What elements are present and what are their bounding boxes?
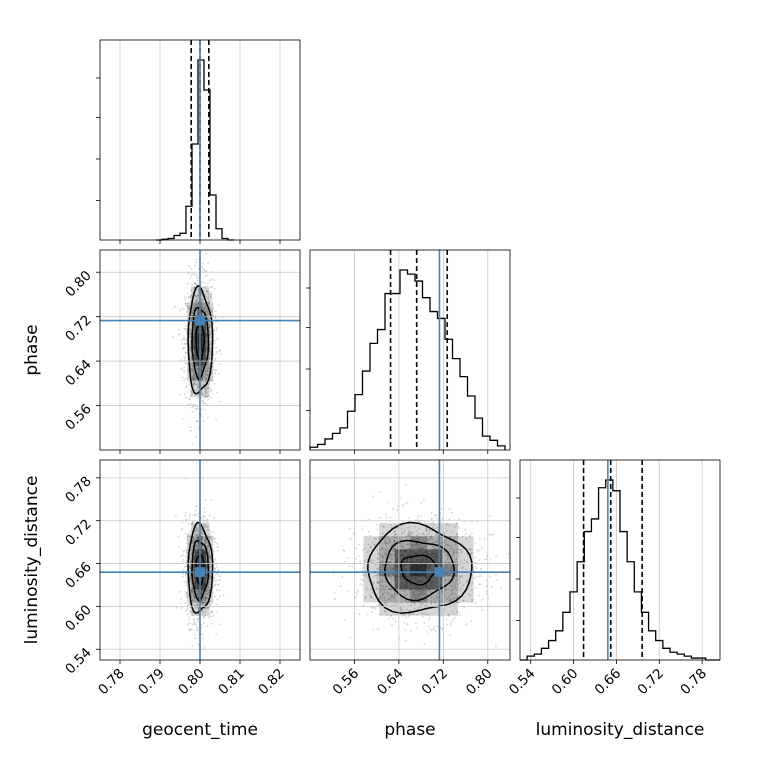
y-tick-label-luminosity_distance: 0.60 <box>62 602 95 635</box>
y-axis-title-luminosity_distance: luminosity_distance <box>22 476 42 645</box>
density-panel-phase-luminosity_distance <box>309 459 511 661</box>
y-tick-label-luminosity_distance: 0.72 <box>62 516 95 549</box>
y-tick-label-luminosity_distance: 0.78 <box>62 473 95 506</box>
x-tick-label-luminosity_distance: 0.54 <box>506 666 539 699</box>
panel-frame <box>309 459 511 661</box>
x-tick-label-phase: 0.80 <box>463 666 496 699</box>
x-tick-label-luminosity_distance: 0.60 <box>549 666 582 699</box>
x-tick-label-luminosity_distance: 0.66 <box>592 666 625 699</box>
contour-1 <box>191 539 210 602</box>
histogram-panel-luminosity_distance <box>516 459 721 661</box>
x-tick-label-luminosity_distance: 0.72 <box>635 666 668 699</box>
x-axis-title-luminosity_distance: luminosity_distance <box>536 720 705 740</box>
panel-frame <box>519 459 721 661</box>
x-tick-label-geocent_time: 0.80 <box>175 666 208 699</box>
histogram-panel-geocent_time <box>96 39 301 241</box>
histogram-step-geocent_time <box>156 59 234 241</box>
contour-0 <box>400 554 438 586</box>
contour-2 <box>187 284 214 395</box>
x-tick-label-geocent_time: 0.79 <box>135 666 168 699</box>
contour-1 <box>384 539 455 602</box>
histogram-panel-phase <box>306 249 511 451</box>
x-tick-label-phase: 0.56 <box>330 666 363 699</box>
contour-2 <box>187 521 214 615</box>
density-panel-geocent_time-luminosity_distance <box>99 459 301 661</box>
y-tick-label-luminosity_distance: 0.66 <box>62 559 95 592</box>
truth-marker <box>434 567 445 578</box>
x-tick-label-phase: 0.72 <box>419 666 452 699</box>
panel-frame <box>309 249 511 451</box>
x-tick-label-luminosity_distance: 0.78 <box>677 666 710 699</box>
panel-background <box>310 250 510 450</box>
x-tick-label-phase: 0.64 <box>374 666 407 699</box>
x-tick-label-geocent_time: 0.82 <box>255 666 288 699</box>
histogram-step-luminosity_distance <box>520 479 720 661</box>
truth-marker <box>195 315 205 326</box>
y-axis-title-phase: phase <box>22 324 42 375</box>
y-tick-label-phase: 0.64 <box>62 357 95 390</box>
x-axis-title-phase: phase <box>384 720 435 740</box>
y-tick-label-phase: 0.80 <box>62 268 95 301</box>
histogram-step-phase <box>309 269 506 450</box>
y-tick-label-phase: 0.72 <box>62 312 95 345</box>
y-tick-label-luminosity_distance: 0.54 <box>62 645 95 678</box>
x-tick-label-geocent_time: 0.81 <box>215 666 248 699</box>
y-tick-label-phase: 0.56 <box>62 401 95 434</box>
truth-marker <box>195 567 205 578</box>
contour-0 <box>195 324 206 362</box>
panel-background <box>520 460 720 660</box>
contour-1 <box>191 306 210 380</box>
x-axis-title-geocent_time: geocent_time <box>142 720 258 740</box>
density-panel-geocent_time-phase <box>99 249 301 451</box>
x-tick-label-geocent_time: 0.78 <box>95 666 128 699</box>
